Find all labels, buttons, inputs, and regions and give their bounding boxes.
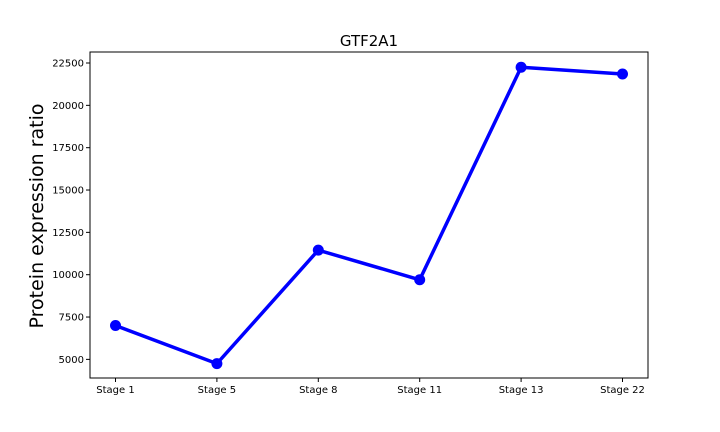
y-tick-label: 20000	[52, 101, 84, 112]
data-point-marker	[211, 358, 223, 370]
y-tick-label: 22500	[52, 59, 84, 70]
plot-area-frame	[89, 51, 649, 379]
x-tick-label: Stage 13	[499, 385, 544, 396]
data-point-marker	[110, 320, 121, 332]
series-layer	[110, 61, 628, 370]
chart-title: GTF2A1	[340, 32, 398, 50]
x-tick-label: Stage 11	[397, 385, 442, 396]
y-tick-label: 12500	[52, 228, 84, 239]
x-axis-ticks: Stage 1 Stage 5 Stage 8 Stage 11 Stage 13 Sta…	[96, 378, 645, 396]
y-tick-label: 7500	[59, 313, 84, 324]
x-tick-label: Stage 5	[198, 385, 236, 396]
data-point-marker	[414, 274, 426, 286]
y-tick-label: 10000	[52, 270, 84, 281]
data-point-marker	[515, 61, 527, 73]
y-tick-label: 15000	[52, 186, 84, 197]
y-tick-label: 17500	[52, 143, 84, 154]
y-axis-ticks: 5000 7500 10000 12500 15000 17500 20000 22500	[52, 59, 90, 366]
series-line	[113, 65, 625, 366]
data-point-marker	[617, 68, 628, 80]
x-tick-label: Stage 22	[600, 385, 645, 396]
x-tick-label: Stage 1	[96, 385, 134, 396]
y-tick-label: 5000	[59, 355, 84, 366]
data-point-marker	[312, 244, 324, 256]
y-axis-label: Protein expression ratio	[26, 104, 48, 329]
x-tick-label: Stage 8	[299, 385, 337, 396]
